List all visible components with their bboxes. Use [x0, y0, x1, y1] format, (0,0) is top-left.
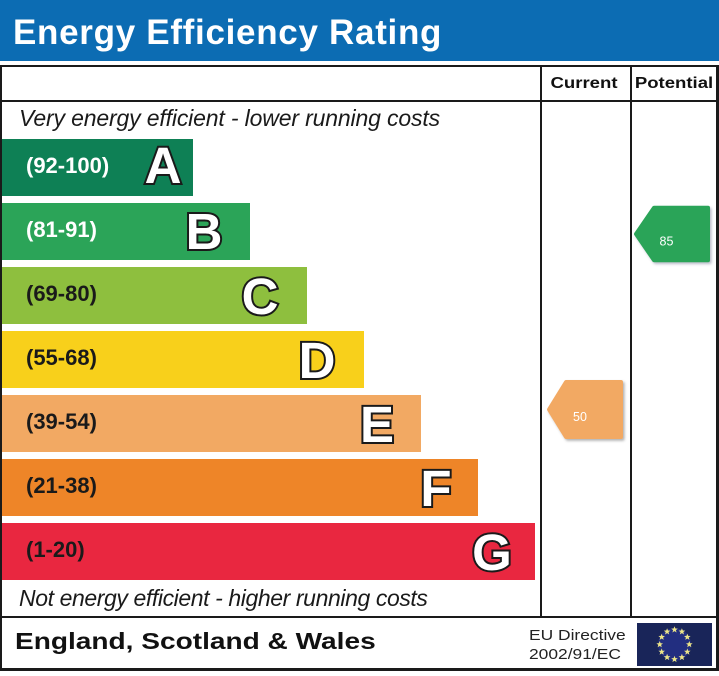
svg-text:50: 50 [573, 410, 587, 424]
svg-text:85: 85 [660, 234, 674, 248]
svg-text:C: C [242, 270, 279, 325]
svg-text:E: E [359, 398, 393, 453]
svg-text:A: A [145, 139, 182, 194]
svg-text:F: F [420, 462, 451, 517]
svg-text:D: D [299, 334, 336, 389]
svg-text:G: G [472, 526, 512, 581]
svg-text:B: B [186, 205, 223, 260]
